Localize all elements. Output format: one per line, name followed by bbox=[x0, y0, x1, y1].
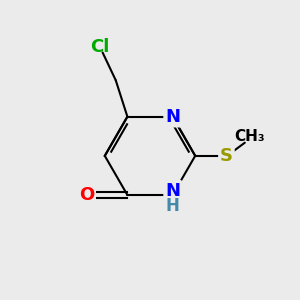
Text: N: N bbox=[165, 108, 180, 126]
Text: Cl: Cl bbox=[90, 38, 110, 56]
Text: H: H bbox=[166, 197, 179, 215]
Text: N: N bbox=[165, 182, 180, 200]
Text: S: S bbox=[220, 147, 233, 165]
Text: O: O bbox=[79, 186, 94, 204]
Text: CH₃: CH₃ bbox=[234, 129, 265, 144]
